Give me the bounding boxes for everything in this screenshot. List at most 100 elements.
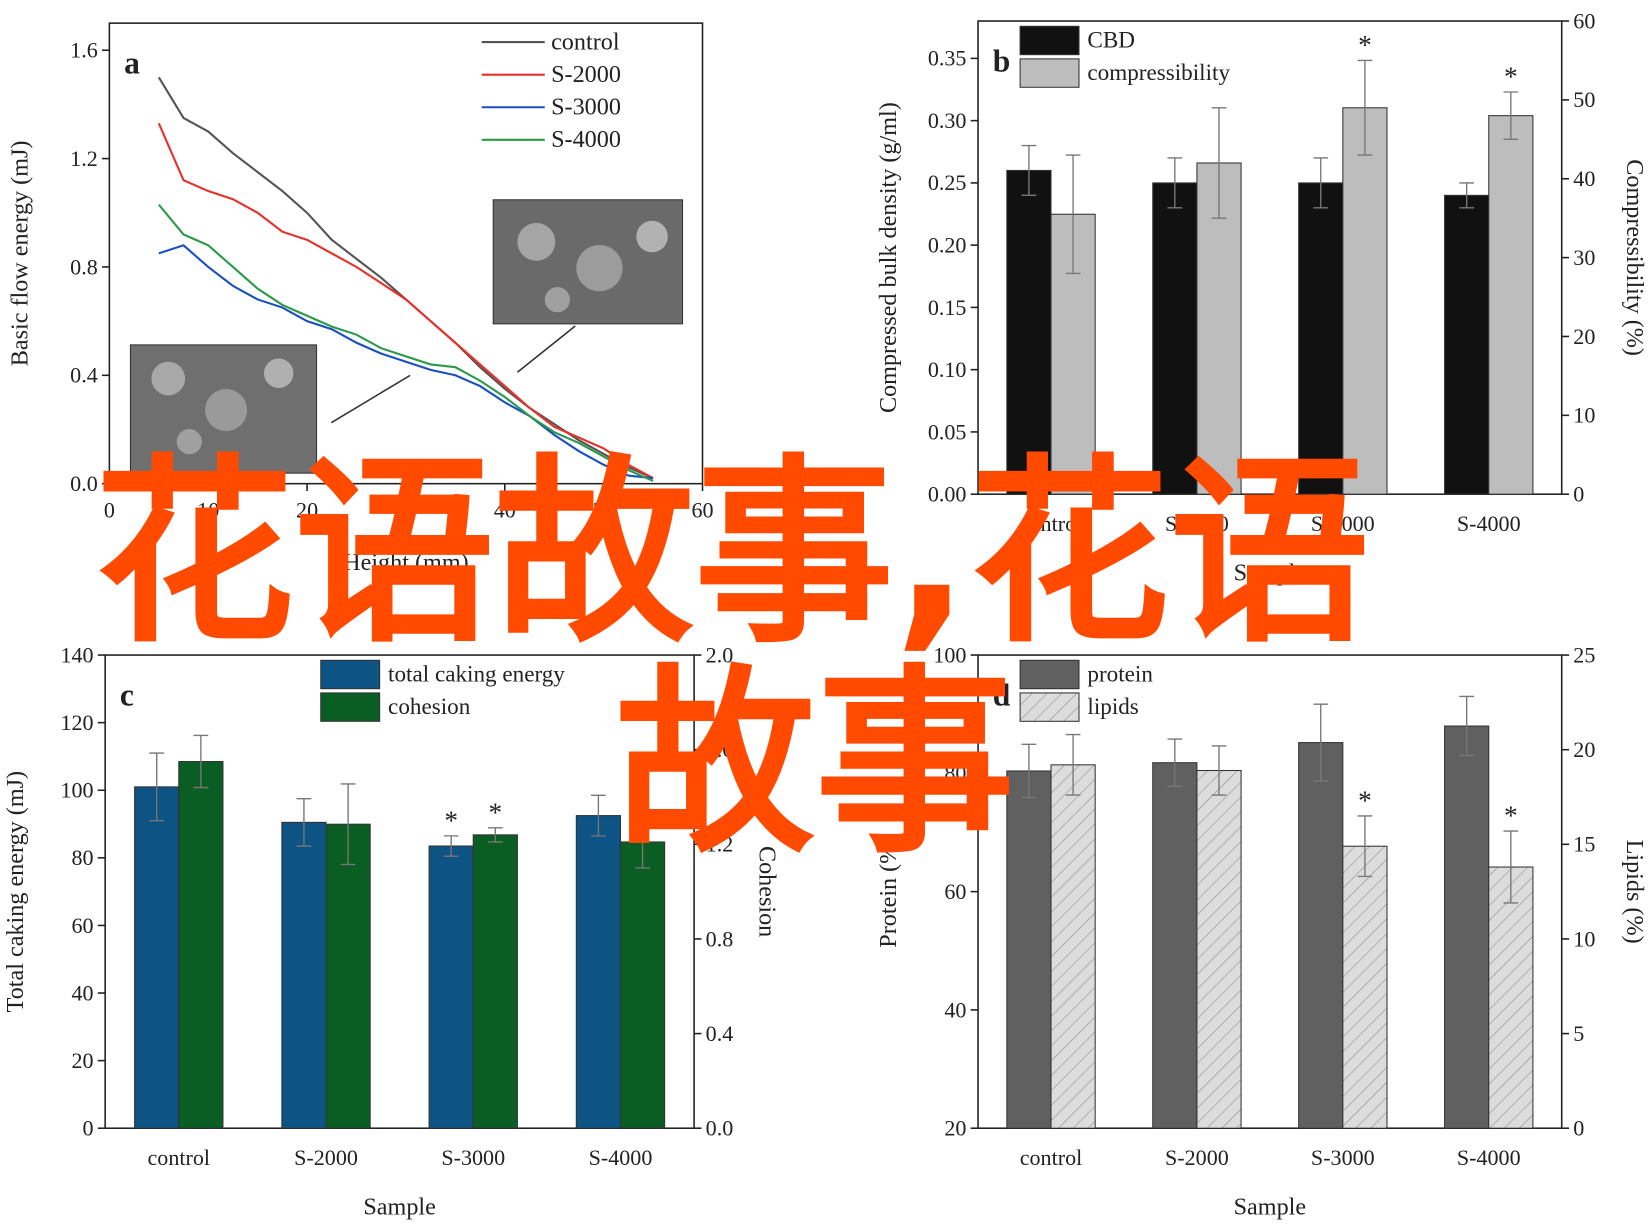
y-tick-label: 40 xyxy=(944,997,966,1022)
y-tick-label: 20 xyxy=(72,1048,94,1073)
x-tick-label: S-3000 xyxy=(1311,511,1375,536)
y2-axis-title: Cohesion xyxy=(753,846,780,937)
x-tick-label: S-2000 xyxy=(1165,511,1229,536)
x-tick-label: 50 xyxy=(593,497,615,522)
bar xyxy=(1050,764,1096,1129)
y2-tick-label: 25 xyxy=(1573,642,1595,667)
legend-label: CBD xyxy=(1087,27,1135,53)
x-tick-label: S-4000 xyxy=(1457,511,1521,536)
legend-label: S-2000 xyxy=(551,61,621,88)
panel: 0 20 40 60 80 100 120 140 0.0 0.4 0.8 1.2 1.6 2.0 Tota… xyxy=(2,642,780,1220)
x-tick-label: 30 xyxy=(395,497,417,522)
legend-label: lipids xyxy=(1087,694,1138,720)
y-tick-label: 20 xyxy=(944,1116,966,1141)
y-tick-label: 60 xyxy=(944,879,966,904)
error-bar xyxy=(193,734,209,789)
bar xyxy=(619,841,666,1129)
error-bar xyxy=(1459,695,1475,757)
bar xyxy=(1342,107,1388,495)
x-tick-label: S-4000 xyxy=(1457,1145,1521,1170)
x-tick-label: control xyxy=(1020,511,1083,536)
significance-mark: * xyxy=(1358,786,1372,816)
y2-tick-label: 0 xyxy=(1573,482,1584,507)
error-bar xyxy=(1021,743,1037,799)
legend-swatch xyxy=(1019,58,1080,88)
panel-label: d xyxy=(993,678,1011,713)
y-tick-label: 80 xyxy=(72,845,94,870)
error-bar xyxy=(1021,144,1037,197)
error-bar xyxy=(1459,182,1475,209)
y2-tick-label: 0.0 xyxy=(706,1116,734,1141)
x-tick-label: 10 xyxy=(197,497,219,522)
error-bar xyxy=(1065,154,1081,275)
particle xyxy=(205,389,248,432)
y-tick-label: 100 xyxy=(933,642,966,667)
y2-tick-label: 5 xyxy=(1573,1021,1584,1046)
watermark-line: 故事 xyxy=(615,649,1015,881)
significance-mark: * xyxy=(444,806,458,836)
legend-label: cohesion xyxy=(388,694,471,720)
significance-mark: * xyxy=(1358,30,1372,60)
error-bar xyxy=(296,798,312,847)
x-axis-title: Sample xyxy=(1234,559,1307,586)
y2-tick-label: 15 xyxy=(1573,832,1595,857)
significance-mark: * xyxy=(1504,62,1518,92)
y-tick-label: 0.20 xyxy=(928,233,967,258)
legend-label: S-3000 xyxy=(551,94,621,121)
error-bar xyxy=(1211,745,1227,796)
legend-label: protein xyxy=(1087,661,1153,687)
data-line xyxy=(158,244,654,480)
watermark-line: 花语故事,花语 xyxy=(95,438,1370,670)
y2-tick-label: 10 xyxy=(1573,403,1595,428)
bar xyxy=(178,760,224,1129)
panel-label: a xyxy=(124,46,140,81)
particle xyxy=(176,428,202,455)
error-bar xyxy=(591,794,606,837)
y-tick-label: 140 xyxy=(60,642,93,667)
y-axis-title: Basic flow energy (mJ) xyxy=(6,141,33,367)
panel-label: b xyxy=(993,44,1011,79)
bar xyxy=(1152,762,1198,1129)
y2-tick-label: 50 xyxy=(1573,87,1595,112)
bar xyxy=(1444,194,1490,495)
x-tick-label: 40 xyxy=(494,497,516,522)
y-tick-label: 1.6 xyxy=(70,38,98,63)
x-tick-label: 60 xyxy=(691,497,713,522)
particle xyxy=(517,222,556,261)
x-tick-label: S-2000 xyxy=(294,1145,358,1170)
charts: 0.0 0.4 0.8 1.2 1.6 Basic flow energy (mJ) Hei… xyxy=(2,8,1648,1220)
bar xyxy=(575,815,622,1129)
significance-mark: * xyxy=(1504,801,1518,831)
y-tick-label: 0.15 xyxy=(928,295,967,320)
arrow xyxy=(330,374,411,424)
legend-swatch xyxy=(1019,25,1080,56)
bar xyxy=(1298,742,1344,1129)
y2-axis-title: Compressibility (%) xyxy=(1621,159,1648,356)
error-bar xyxy=(340,783,356,866)
y-axis-title: Compressed bulk density (g/ml) xyxy=(875,102,902,413)
y2-axis-title: Lipids (%) xyxy=(1621,840,1648,944)
error-bar xyxy=(1167,157,1183,209)
y2-tick-label: 0.8 xyxy=(706,926,734,951)
panel: 0.0 0.4 0.8 1.2 1.6 Basic flow energy (mJ) Hei… xyxy=(6,22,714,576)
particle xyxy=(576,244,623,292)
bar xyxy=(1488,115,1534,495)
error-bar xyxy=(1503,830,1519,904)
error-bar xyxy=(149,752,165,822)
bar xyxy=(1488,866,1534,1129)
particle xyxy=(151,361,186,396)
error-bar xyxy=(1065,733,1081,796)
particle xyxy=(636,220,668,253)
error-bar xyxy=(1211,107,1227,219)
data-line xyxy=(157,122,654,480)
y-tick-label: 0.0 xyxy=(70,471,98,496)
y2-tick-label: 0 xyxy=(1573,1116,1584,1141)
error-bar xyxy=(1313,703,1329,782)
y-tick-label: 0.00 xyxy=(928,482,967,507)
y2-tick-label: 2.0 xyxy=(706,642,734,667)
error-bar xyxy=(1167,738,1183,788)
plot-frame xyxy=(104,654,695,1130)
bar xyxy=(1006,770,1052,1129)
